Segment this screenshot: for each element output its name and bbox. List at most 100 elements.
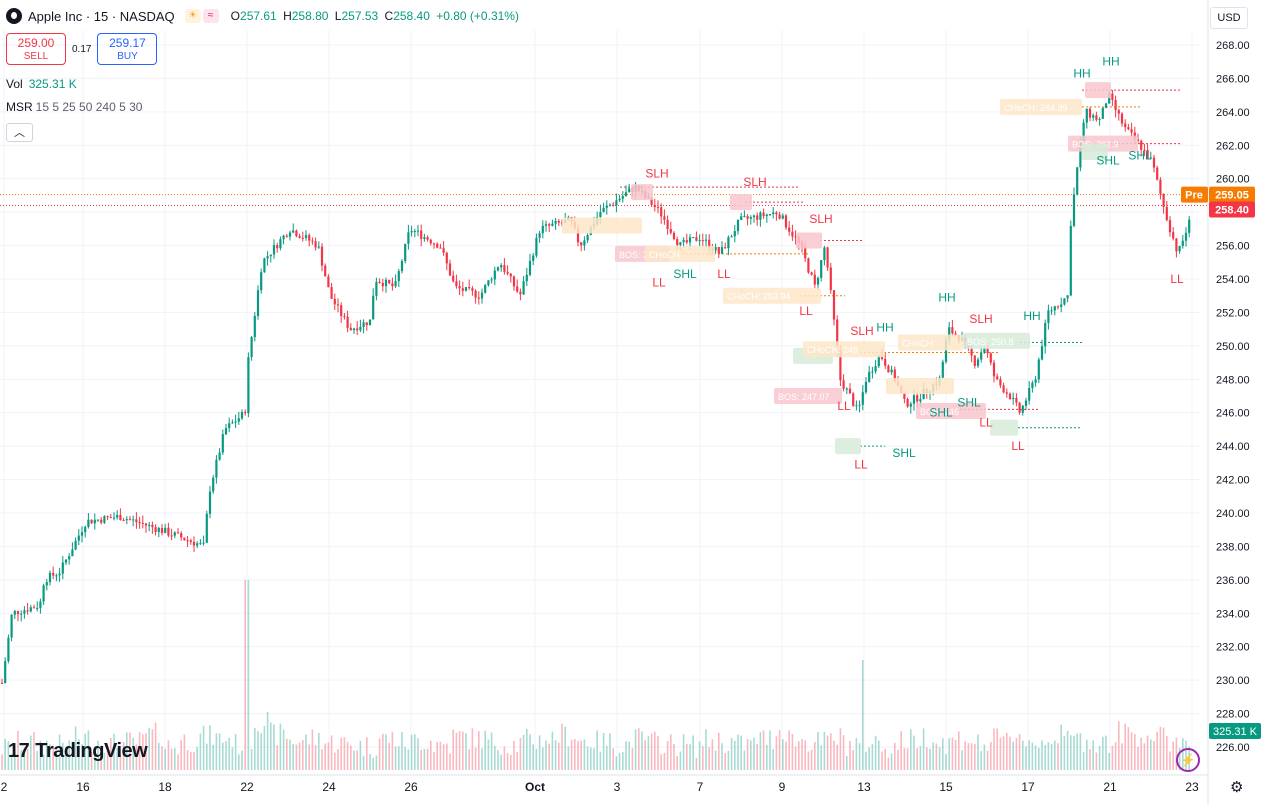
- volume-bar: [33, 731, 35, 770]
- candle-body: [999, 379, 1002, 386]
- structure-tag: [916, 403, 986, 420]
- volume-bar: [62, 742, 64, 770]
- volume-bar: [215, 733, 218, 770]
- volume-bar: [1050, 744, 1053, 770]
- candle-body: [970, 347, 973, 356]
- candle-body: [378, 281, 381, 283]
- volume-bar: [151, 729, 154, 770]
- candle-body: [909, 403, 912, 407]
- candle-body: [599, 212, 602, 218]
- wave-icon[interactable]: ≈: [202, 9, 219, 23]
- candle-body: [708, 239, 711, 249]
- candle-body: [1037, 359, 1040, 380]
- structure-tag: [645, 245, 715, 262]
- chevron-up-icon[interactable]: ︿: [6, 123, 33, 142]
- candle-body: [740, 216, 743, 220]
- candle-body: [368, 319, 372, 326]
- structure-label: SLH: [809, 212, 832, 226]
- candle-body: [45, 582, 48, 586]
- volume-bar: [638, 728, 640, 770]
- candle-body: [912, 395, 916, 404]
- sun-icon[interactable]: ☀: [184, 9, 201, 23]
- volume-bar: [932, 742, 934, 770]
- candle-body: [148, 524, 151, 526]
- time-axis[interactable]: 2 16 18 22 24 26 Oct 3 7 9 13 15 17 21 23: [0, 774, 1208, 794]
- volume-bar: [314, 745, 317, 770]
- sell-button[interactable]: 259.00 SELL: [6, 33, 66, 65]
- candle-body: [586, 235, 589, 241]
- candle-body: [522, 281, 525, 295]
- candle-body: [106, 516, 109, 518]
- indicator-legend[interactable]: MSR 15 5 25 50 240 5 30: [6, 100, 143, 114]
- candle-body: [669, 228, 672, 233]
- candle-body: [1031, 382, 1034, 389]
- buy-button[interactable]: 259.17 BUY: [97, 33, 158, 65]
- y-tick-label: 228.00: [1216, 709, 1250, 721]
- candle-body: [868, 371, 871, 382]
- candle-body: [231, 422, 234, 424]
- symbol-title[interactable]: Apple Inc · 15 · NASDAQ: [28, 8, 175, 24]
- volume-bar: [65, 749, 67, 770]
- candle-body: [1104, 103, 1108, 108]
- gear-icon[interactable]: ⚙: [1230, 779, 1244, 796]
- candle-body: [308, 235, 311, 241]
- volume-bar: [78, 739, 80, 770]
- candle-body: [458, 286, 461, 289]
- volume-bar: [804, 740, 806, 770]
- volume-bar: [145, 733, 147, 770]
- candle-body: [301, 237, 304, 239]
- candle-body: [1159, 179, 1162, 194]
- volume-bar: [126, 732, 128, 770]
- candle-body: [365, 322, 368, 326]
- volume-bar: [993, 728, 995, 770]
- candle-body: [285, 235, 288, 237]
- volume-bar: [1130, 732, 1133, 770]
- candle-body: [375, 281, 378, 296]
- volume-bar: [414, 734, 416, 770]
- candle-body: [167, 527, 170, 536]
- volume-bar: [484, 730, 486, 770]
- volume-bar: [238, 754, 240, 770]
- structure-tag: [1000, 98, 1082, 115]
- candle-body: [90, 519, 93, 524]
- candle-body: [61, 562, 64, 574]
- volume-bar: [407, 749, 410, 770]
- price-axis[interactable]: 268.00266.00264.00262.00260.00258.00256.…: [1207, 0, 1250, 805]
- volume-bar: [122, 741, 125, 770]
- currency-selector[interactable]: USD: [1210, 7, 1248, 29]
- volume-bar: [46, 740, 48, 770]
- candle-body: [727, 237, 730, 249]
- candle-body: [976, 359, 980, 366]
- candle-body: [352, 328, 356, 331]
- lightning-icon[interactable]: ⚡: [1176, 748, 1200, 772]
- volume-bar: [388, 742, 390, 770]
- y-tick-label: 254.00: [1216, 274, 1250, 286]
- volume-bar: [295, 744, 298, 770]
- candle-body: [39, 601, 42, 608]
- volume-bar: [1070, 735, 1072, 770]
- candle-body: [413, 231, 416, 233]
- volume-bar: [1172, 741, 1174, 770]
- candle-body: [730, 236, 733, 238]
- volume-legend[interactable]: Vol 325.31 K: [6, 77, 77, 91]
- candle-body: [247, 357, 250, 414]
- candle-body: [714, 246, 717, 251]
- volume-bar: [346, 742, 349, 770]
- candle-body: [1120, 113, 1124, 124]
- candle-body: [717, 246, 720, 254]
- volume-bar: [926, 747, 928, 770]
- volume-bar: [449, 753, 451, 770]
- volume-bar: [670, 734, 672, 770]
- volume-bar: [1134, 733, 1136, 770]
- structure-tag: [886, 377, 954, 394]
- volume-bar: [554, 740, 557, 770]
- candle-body: [157, 527, 160, 532]
- candle-body: [1162, 193, 1165, 207]
- volume-bar: [257, 731, 259, 770]
- candle-body: [474, 290, 477, 298]
- volume-bar: [708, 747, 710, 770]
- volume-bar: [270, 722, 272, 770]
- candle-body: [455, 281, 458, 287]
